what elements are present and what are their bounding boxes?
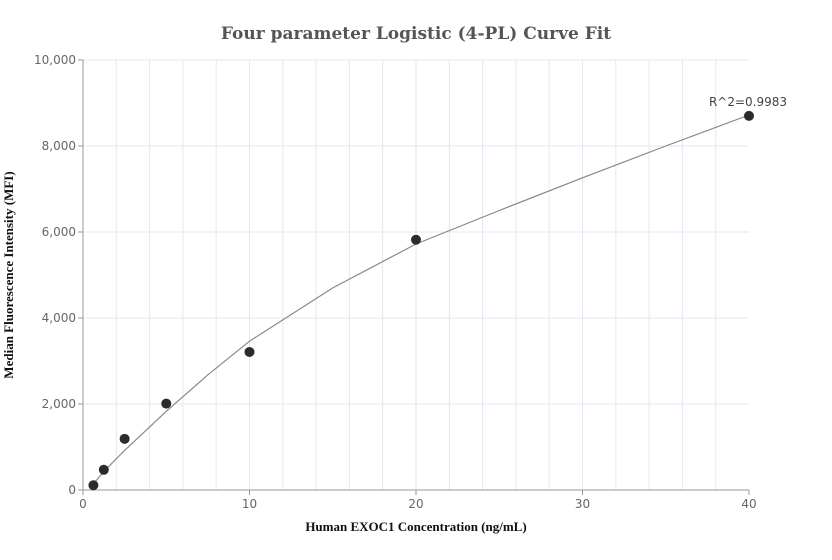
chart-title: Four parameter Logistic (4-PL) Curve Fit <box>221 24 611 44</box>
grid <box>83 59 749 490</box>
axes: 0 2,000 4,000 6,000 8,000 10,000 0 10 20 30 40 <box>34 53 757 511</box>
x-axis-title: Human EXOC1 Concentration (ng/mL) <box>305 519 526 534</box>
y-tick-label: 0 <box>68 483 76 497</box>
x-tick-label: 30 <box>575 497 590 511</box>
y-tick-label: 2,000 <box>42 397 76 411</box>
x-tick-label: 40 <box>741 497 756 511</box>
y-tick-label: 10,000 <box>34 53 76 67</box>
data-points <box>88 110 754 491</box>
data-point <box>98 464 109 475</box>
y-tick-label: 6,000 <box>42 225 76 239</box>
data-point <box>411 234 421 245</box>
data-point <box>244 346 255 357</box>
data-point <box>88 480 99 491</box>
fit-curve-layer <box>92 114 750 485</box>
data-point <box>744 110 754 121</box>
y-axis-title: Median Fluorescence Intensity (MFI) <box>1 171 16 378</box>
r-squared-annotation: R^2=0.9983 <box>709 95 787 109</box>
data-point <box>119 433 130 444</box>
fit-curve <box>92 114 750 485</box>
x-tick-label: 0 <box>79 497 87 511</box>
x-tick-label: 10 <box>242 497 257 511</box>
y-tick-label: 4,000 <box>42 311 76 325</box>
x-tick-label: 20 <box>408 497 423 511</box>
data-point <box>161 398 172 409</box>
y-tick-label: 8,000 <box>42 139 76 153</box>
